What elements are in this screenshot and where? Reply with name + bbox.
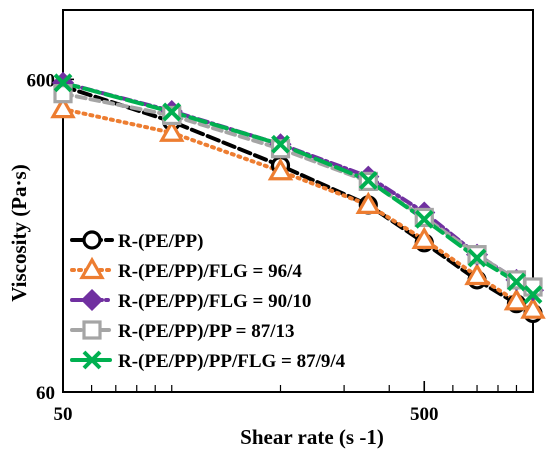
data-point-s4-6: [467, 245, 487, 265]
data-point-s2-7: [503, 288, 530, 311]
legend-label-2: R-(PE/PP)/FLG = 96/4: [118, 261, 302, 282]
x-axis-label: Shear rate (s -1): [240, 425, 384, 449]
legend-marker-2: [79, 256, 105, 280]
y-axis-label: Viscosity (Pa·s): [7, 164, 31, 301]
y-tick-label: 60: [36, 383, 55, 404]
data-point-s5-7: [507, 272, 526, 292]
data-point-s5-3: [271, 134, 290, 154]
data-point-s4-3: [270, 139, 291, 159]
y-tick-label: 600: [27, 70, 56, 91]
legend-marker-3: [80, 288, 104, 312]
data-point-s5-5: [414, 209, 434, 229]
legend-label-4: R-(PE/PP)/PP = 87/13: [118, 321, 295, 342]
data-point-s2-5: [411, 226, 438, 249]
series-markers: [50, 71, 546, 324]
series-line-3: [61, 80, 535, 293]
data-point-s5-1: [53, 73, 73, 93]
x-tick-label: 50: [54, 404, 73, 425]
data-point-s5-4: [358, 171, 378, 190]
legend-label-5: R-(PE/PP)/PP/FLG = 87/9/4: [118, 351, 346, 372]
data-point-s5-2: [162, 102, 182, 122]
x-tick-label: 500: [410, 404, 439, 425]
plot-frame: [62, 9, 534, 393]
data-point-s2-1: [50, 95, 76, 119]
data-point-s5-8: [523, 285, 543, 304]
legend-marker-4: [82, 320, 102, 340]
legend: R-(PE/PP) R-(PE/PP)/FLG = 96/4 R-(PE/PP)/F…: [70, 230, 346, 372]
data-point-s2-3: [267, 158, 294, 181]
legend-label-1: R-(PE/PP): [118, 231, 203, 252]
legend-marker-1: [82, 230, 102, 250]
data-point-s2-6: [464, 262, 490, 286]
data-point-s2-8: [520, 296, 546, 319]
axes: 50 500 60 600: [27, 9, 534, 425]
data-point-s4-2: [162, 105, 182, 126]
legend-label-3: R-(PE/PP)/FLG = 90/10: [118, 291, 311, 312]
data-point-s4-1: [53, 84, 73, 104]
data-point-s5-6: [467, 248, 487, 268]
data-point-s2-2: [158, 119, 185, 142]
legend-marker-5: [82, 350, 102, 370]
data-point-s2-4: [355, 191, 382, 215]
